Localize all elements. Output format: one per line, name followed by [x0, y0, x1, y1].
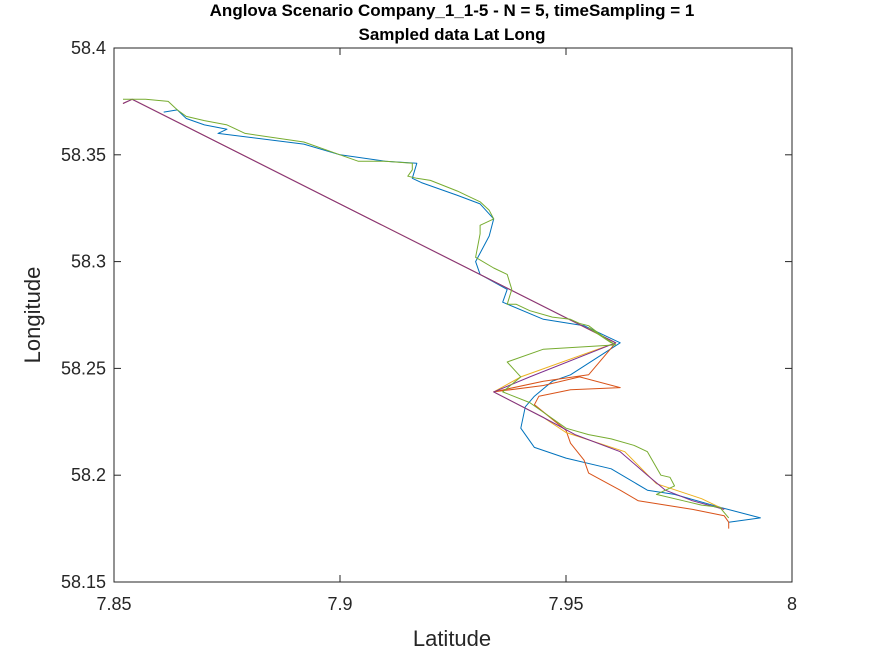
- y-axis-label: Longitude: [20, 267, 45, 364]
- y-tick-label: 58.2: [71, 465, 106, 485]
- plot-area: [113, 47, 793, 583]
- y-tick-label: 58.4: [71, 38, 106, 58]
- y-tick-label: 58.15: [61, 572, 106, 592]
- series-line-1: [163, 109, 761, 523]
- series-line-4: [122, 98, 725, 510]
- x-tick-label: 7.9: [327, 594, 352, 614]
- series-layer: [122, 98, 761, 529]
- tick-layer: 7.85 7.9 7.95 8 58.15 58.2 58.25 58.3 58.35 58.4: [61, 38, 797, 614]
- series-line-2: [122, 98, 730, 529]
- x-tick-label: 7.95: [548, 594, 583, 614]
- series-line-5: [123, 98, 730, 519]
- x-axis-label: Latitude: [413, 626, 491, 651]
- y-tick-label: 58.35: [61, 145, 106, 165]
- y-tick-label: 58.25: [61, 358, 106, 378]
- x-tick-label: 8: [787, 594, 797, 614]
- x-tick-label: 7.85: [96, 594, 131, 614]
- y-tick-label: 58.3: [71, 252, 106, 272]
- chart-title: Anglova Scenario Company_1_1-5 - N = 5, …: [210, 1, 695, 20]
- chart-subtitle: Sampled data Lat Long: [358, 25, 545, 44]
